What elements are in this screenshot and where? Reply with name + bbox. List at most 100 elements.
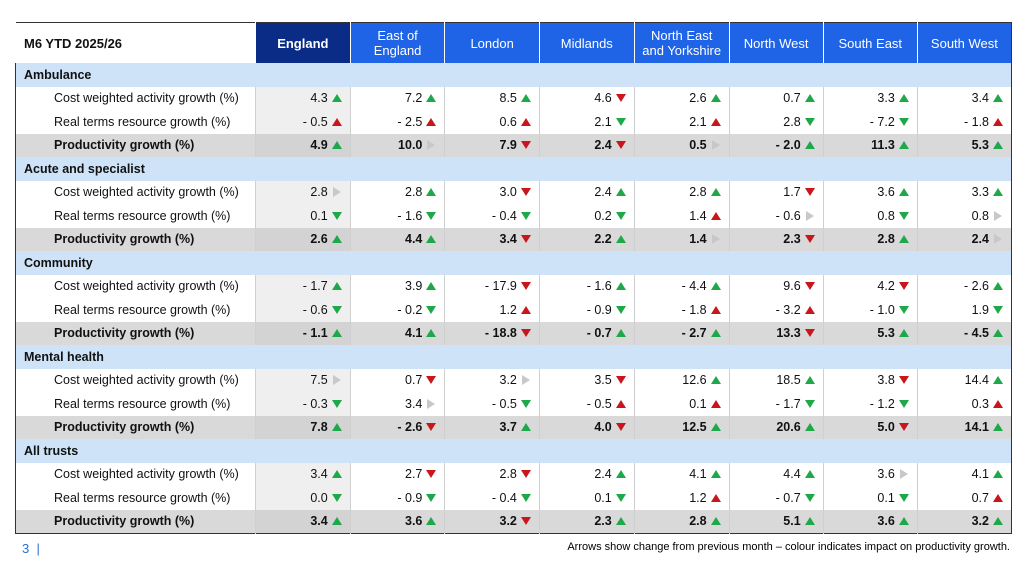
arrow-flat (427, 398, 436, 409)
value-cell: 8.5 (444, 86, 540, 110)
value-cell: 0.1 (254, 204, 351, 228)
arrow-shape (898, 329, 909, 338)
arrow-down (426, 493, 437, 502)
value: - 0.5 (302, 114, 328, 129)
value: 3.2 (499, 373, 517, 388)
value: 4.4 (405, 232, 423, 247)
arrow-shape (427, 398, 436, 409)
arrow-shape (898, 399, 909, 408)
arrow-shape (520, 94, 531, 103)
value: - 0.4 (491, 208, 517, 223)
value: 0.1 (877, 490, 895, 505)
arrow-shape (898, 376, 909, 385)
value-cell: 4.4 (349, 227, 445, 251)
arrow-up (710, 517, 721, 526)
value-cell: 2.8 (633, 509, 730, 534)
column-header: Midlands (538, 22, 635, 63)
arrow-down (804, 235, 815, 244)
arrow-shape (615, 470, 626, 479)
arrow-up (520, 423, 531, 432)
arrow-shape (711, 234, 720, 245)
arrow-shape (898, 188, 909, 197)
value-cell: 0.3 (916, 392, 1012, 416)
arrow-down (426, 470, 437, 479)
arrow-shape (615, 94, 626, 103)
arrow-up (426, 235, 437, 244)
arrow-up (710, 211, 721, 220)
value: - 2.0 (775, 138, 801, 153)
value: 5.1 (783, 514, 801, 529)
value-cell: - 1.7 (728, 392, 824, 416)
value-cell: 3.2 (444, 368, 540, 392)
arrow-shape (331, 423, 342, 432)
arrow-shape (520, 211, 531, 220)
value: 4.6 (594, 91, 612, 106)
arrow-down (804, 493, 815, 502)
value-cell: 2.4 (916, 227, 1012, 251)
value-cell: 3.6 (349, 509, 445, 534)
arrow-down (426, 423, 437, 432)
table-title: M6 YTD 2025/26 (15, 22, 256, 63)
arrow-shape (898, 493, 909, 502)
value: 2.7 (405, 467, 423, 482)
value-cell: - 0.3 (254, 392, 351, 416)
arrow-shape (804, 423, 815, 432)
arrow-up (426, 188, 437, 197)
value: 3.4 (499, 232, 517, 247)
arrow-shape (898, 305, 909, 314)
value: 4.1 (405, 326, 423, 341)
value: 0.3 (971, 396, 989, 411)
value-cell: 14.4 (916, 368, 1012, 392)
value-cell: 3.8 (822, 368, 918, 392)
total-row: Productivity growth (%) 2.6 4.4 3.4 2.2 1.4 2.… (15, 227, 1012, 251)
value-cell: 18.5 (728, 368, 824, 392)
arrow-shape (615, 493, 626, 502)
value: 3.2 (971, 514, 989, 529)
arrow-shape (804, 141, 815, 150)
value-cell: 2.8 (633, 180, 730, 204)
row-label: Cost weighted activity growth (%) (54, 91, 239, 106)
arrow-shape (993, 282, 1003, 291)
value-cell: - 0.5 (254, 110, 351, 134)
arrow-down (331, 305, 342, 314)
section-row: Community (15, 251, 1012, 275)
arrow-down (520, 493, 531, 502)
page-number: 3 (22, 541, 30, 556)
arrow-up (520, 94, 531, 103)
value: 2.8 (405, 185, 423, 200)
value-cell: 4.1 (349, 321, 445, 345)
value: 0.5 (689, 138, 707, 153)
value: 0.7 (783, 91, 801, 106)
arrow-shape (993, 399, 1003, 408)
value-cell: 4.6 (538, 86, 635, 110)
value-cell: 3.0 (444, 180, 540, 204)
arrow-up (993, 423, 1003, 432)
arrow-shape (804, 470, 815, 479)
value-cell: 0.6 (444, 110, 540, 134)
value-cell: - 2.5 (349, 110, 445, 134)
value-cell: 4.0 (538, 415, 635, 439)
value: - 4.4 (681, 279, 707, 294)
value: - 0.2 (397, 302, 423, 317)
value: 2.8 (877, 232, 895, 247)
arrow-shape (615, 329, 626, 338)
value-cell: 3.4 (254, 509, 351, 534)
value-cell: 2.7 (349, 462, 445, 486)
arrow-up (993, 117, 1003, 126)
arrow-shape (331, 305, 342, 314)
arrow-up (804, 517, 815, 526)
value: - 4.5 (963, 326, 989, 341)
arrow-up (993, 376, 1003, 385)
value: 4.1 (971, 467, 989, 482)
value-cell: 0.0 (254, 486, 351, 510)
value: - 18.8 (484, 326, 517, 341)
arrow-down (615, 94, 626, 103)
arrow-up (804, 141, 815, 150)
value: - 0.9 (586, 302, 612, 317)
value: - 0.7 (775, 490, 801, 505)
arrow-shape (804, 188, 815, 197)
arrow-shape (426, 493, 437, 502)
arrow-shape (804, 493, 815, 502)
value: 5.3 (971, 138, 989, 153)
row-label: Cost weighted activity growth (%) (54, 373, 239, 388)
